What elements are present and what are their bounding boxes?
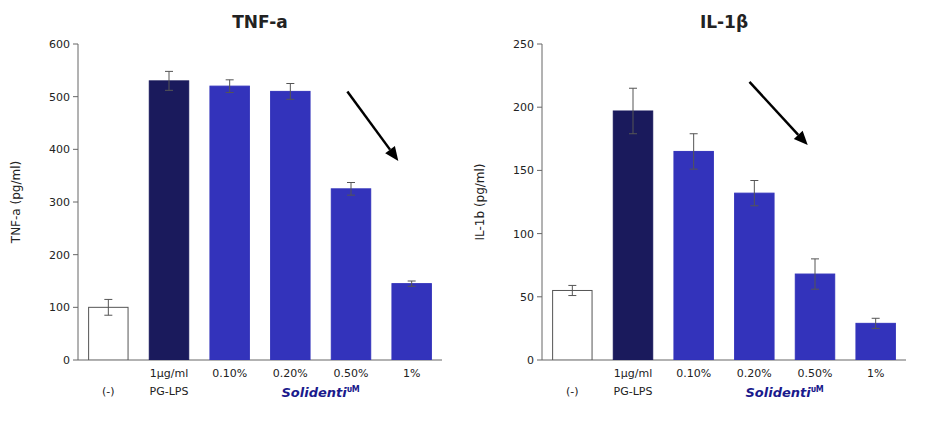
category-label: 1% [867,367,884,380]
error-bar [347,183,355,196]
panel: TNF-a TNF-a (pg/ml) 0 100 200 300 400 500 600 (-)… [9,12,442,400]
bar [735,193,774,360]
tick-label: 300 [49,196,70,209]
tick-mark [73,307,78,308]
y-axis [542,44,543,360]
bar [149,81,188,360]
bar [674,151,713,360]
bar [856,323,895,360]
tick-mark [73,202,78,203]
x-axis [78,360,442,361]
tick-label: 100 [49,301,70,314]
tick-mark [537,233,542,234]
tick-mark [73,44,78,45]
annotation: SolidentiᴜM [282,385,360,400]
tick-label: 50 [520,291,534,304]
bar [331,189,370,360]
axis-label: TNF-a (pg/ml) [9,161,23,244]
error-bar [872,318,880,328]
tick-label: 600 [49,38,70,51]
category-label: (-) [102,385,115,398]
category-label: (-) [566,385,579,398]
tick-mark [537,107,542,108]
annotation-text: Solidenti [746,385,812,400]
bar [553,290,592,360]
bar [271,91,310,360]
tick-label: 150 [513,164,534,177]
bars [89,71,432,360]
bars [553,88,896,360]
tick-label: 100 [513,228,534,241]
error-bar [226,80,234,93]
error-bar [286,84,294,100]
tick-label: 0 [63,354,70,367]
tick-label: 0 [527,354,534,367]
annotation-text: ᴜM [811,385,824,394]
error-bar [690,134,698,169]
tick-label: 200 [49,249,70,262]
tick-label: 400 [49,143,70,156]
tick-mark [537,296,542,297]
tick-label: 200 [513,101,534,114]
y-axis [78,44,79,360]
error-bar [629,88,637,134]
bar [89,307,128,360]
error-bar [811,259,819,289]
error-bar [408,281,416,286]
bar [392,284,431,360]
tick-mark [537,170,542,171]
category-label: 0.10% [212,367,247,380]
tick-mark [73,360,78,361]
bar [210,86,249,360]
category-label: 0.20% [737,367,772,380]
arrow [749,82,807,145]
annotation-text: Solidenti [282,385,348,400]
axis-label: IL-1b (pg/ml) [473,163,487,240]
category-label: 1% [403,367,420,380]
annotation-text: ᴜM [347,385,360,394]
title: TNF-a [232,12,287,32]
panel: IL-1β IL-1b (pg/ml) 0 50 100 150 200 250 (-) 1μg/… [473,12,906,400]
tick-mark [537,44,542,45]
tick-label: 500 [49,91,70,104]
category-label: 0.50% [798,367,833,380]
bar [613,111,652,360]
tick-mark [73,254,78,255]
title: IL-1β [700,12,748,32]
error-bar [750,181,758,206]
error-bar [165,71,173,90]
annotation: SolidentiᴜM [746,385,824,400]
category-label: 0.10% [676,367,711,380]
category-label: 1μg/mlPG-LPS [150,367,189,398]
x-axis [542,360,906,361]
category-label: 0.50% [334,367,369,380]
error-bar [104,299,112,315]
category-label: 1μg/mlPG-LPS [614,367,653,398]
tick-mark [537,360,542,361]
tick-mark [73,96,78,97]
tick-label: 250 [513,38,534,51]
figure: TNF-aTNF-a (pg/ml)0100200300400500600(-)… [0,0,928,436]
arrow [347,91,398,161]
error-bar [568,285,576,295]
tick-mark [73,149,78,150]
category-label: 0.20% [273,367,308,380]
